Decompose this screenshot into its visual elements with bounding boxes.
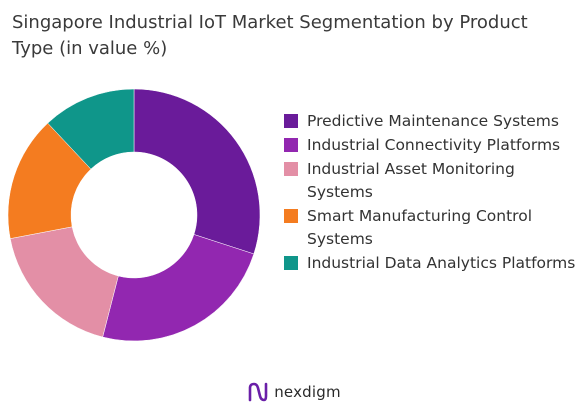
- brand-name: nexdigm: [274, 383, 341, 401]
- legend-swatch: [284, 114, 298, 128]
- legend-swatch: [284, 138, 298, 152]
- brand-footer: nexdigm: [0, 380, 588, 404]
- legend-swatch: [284, 162, 298, 176]
- legend-item: Smart Manufacturing Control Systems: [284, 205, 584, 251]
- legend-item: Predictive Maintenance Systems: [284, 110, 584, 133]
- legend-item: Industrial Asset Monitoring Systems: [284, 158, 584, 204]
- legend-label: Predictive Maintenance Systems: [307, 112, 559, 130]
- donut-slice-1: [133, 88, 261, 255]
- chart-title: Singapore Industrial IoT Market Segmenta…: [12, 12, 528, 59]
- donut-slice-5: [47, 88, 135, 170]
- legend-swatch: [284, 256, 298, 270]
- donut-slice-2: [102, 234, 255, 342]
- legend-label: Industrial Data Analytics Platforms: [307, 254, 576, 272]
- legend-label: Smart Manufacturing Control Systems: [307, 207, 533, 248]
- legend-label: Industrial Asset Monitoring Systems: [307, 160, 515, 201]
- legend-swatch: [284, 209, 298, 223]
- donut-slice-3: [9, 226, 119, 338]
- nexdigm-logo-icon: [248, 382, 268, 402]
- legend-item: Industrial Connectivity Platforms: [284, 134, 584, 157]
- legend-label: Industrial Connectivity Platforms: [307, 136, 561, 154]
- chart-legend: Predictive Maintenance Systems Industrial…: [284, 110, 584, 276]
- legend-item: Industrial Data Analytics Platforms: [284, 252, 584, 275]
